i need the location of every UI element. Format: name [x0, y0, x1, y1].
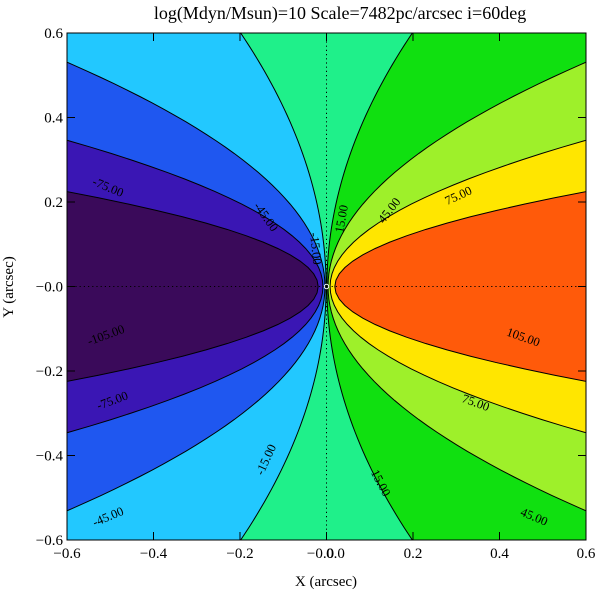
x-tick-label: 0.4 — [490, 546, 509, 562]
x-tick-label: −0.0 — [307, 546, 334, 562]
x-axis-label: X (arcsec) — [295, 574, 357, 590]
contour-line — [67, 139, 324, 434]
y-tick-label: 0.6 — [44, 26, 63, 42]
x-axis: −0.6 −0.4 −0.2 −0.00.0 0.2 0.4 0.6 — [53, 33, 596, 562]
y-tick-label: 0.2 — [44, 195, 63, 211]
y-tick-label: −0.0 — [36, 280, 63, 296]
y-tick-label: −0.6 — [36, 533, 64, 549]
contour-bands — [67, 33, 586, 540]
contour-line — [334, 191, 586, 382]
y-tick-label: 0.4 — [44, 111, 63, 127]
contour-line — [240, 33, 327, 540]
x-tick-label: −0.6 — [53, 546, 81, 562]
contour-label: -15.00 — [307, 232, 324, 266]
x-tick-label: −0.4 — [140, 546, 168, 562]
x-tick-label: 0.6 — [577, 546, 596, 562]
contour-label: 15.00 — [332, 204, 351, 234]
contour-line — [67, 191, 319, 382]
y-axis: −0.6 −0.4 −0.2 −0.0 0.2 0.4 0.6 — [36, 26, 586, 549]
contour-line — [326, 33, 413, 540]
y-axis-label: Y (arcsec) — [1, 256, 17, 317]
x-tick-label: 0.2 — [404, 546, 423, 562]
y-tick-label: −0.2 — [36, 364, 63, 380]
center-marker — [323, 283, 330, 290]
x-tick-label: −0.2 — [226, 546, 253, 562]
reference-lines — [67, 33, 586, 540]
x-tick-label: 0.0 — [326, 546, 345, 562]
contour-line — [67, 61, 326, 512]
y-tick-label: −0.4 — [36, 449, 64, 465]
chart-title: log(Mdyn/Msun)=10 Scale=7482pc/arcsec i=… — [154, 3, 526, 24]
contour-line — [329, 139, 586, 434]
